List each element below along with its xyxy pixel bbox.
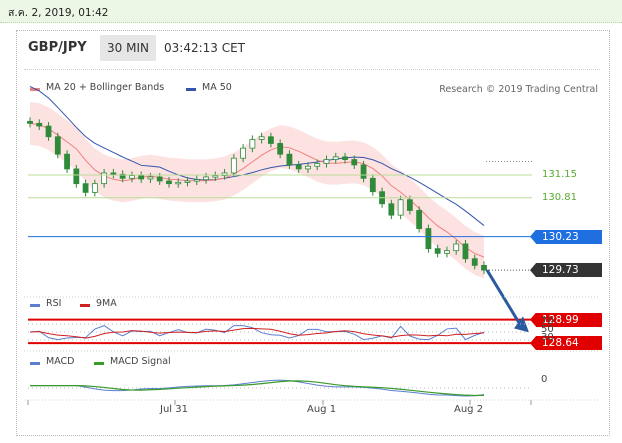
candle-body	[129, 175, 135, 179]
ma20-swatch	[30, 88, 40, 91]
level-label-resistance: 130.81	[542, 191, 577, 203]
rsi-9ma-line	[29, 327, 485, 339]
candle-body	[240, 147, 247, 159]
macd-signal-line	[30, 380, 485, 397]
symbol-label: GBP/JPY	[28, 40, 87, 55]
candle-body	[82, 183, 89, 193]
x-tick-aug1: Aug 1	[307, 404, 337, 415]
candle-body	[388, 203, 395, 216]
rsi-swatch	[30, 304, 40, 307]
macd-legend: MACD	[46, 356, 75, 367]
credit-label: Research © 2019 Trading Central	[439, 84, 598, 95]
candle-body	[110, 172, 117, 175]
forecast-arrow-icon	[514, 316, 529, 333]
rsi-legend: RSI	[46, 298, 62, 309]
level-badge-support: 128.64	[536, 336, 602, 351]
candle-body	[360, 164, 367, 179]
macd-swatch	[30, 362, 40, 365]
x-tick-aug2: Aug 2	[454, 404, 484, 415]
candle-body	[305, 165, 311, 170]
candle-body	[193, 179, 200, 182]
candle-body	[138, 175, 145, 180]
candle-body	[471, 258, 478, 266]
rsi-levels	[28, 323, 532, 341]
candle-body	[156, 176, 163, 182]
candle-body	[323, 159, 330, 164]
macd-zero-label: 0	[541, 374, 548, 385]
candle-body	[27, 120, 33, 124]
candle-body	[212, 175, 219, 178]
candle-body	[369, 177, 376, 193]
candle-body	[286, 153, 293, 166]
candle-body	[73, 168, 80, 185]
candle-body	[462, 243, 469, 260]
macd-signal-swatch	[94, 362, 104, 365]
candle-body	[453, 243, 460, 252]
candle-body	[258, 136, 265, 140]
ma50-swatch	[186, 88, 196, 91]
level-badge-support: 128.99	[536, 312, 602, 327]
macd-line	[30, 379, 485, 397]
candle-body	[166, 180, 172, 185]
ma50-line	[29, 86, 485, 226]
candle-body	[64, 153, 70, 170]
level-badge-pointer	[530, 263, 536, 278]
candle-body	[481, 264, 487, 271]
rsi-9ma-swatch	[80, 304, 90, 307]
header-divider	[24, 69, 600, 70]
candle-body	[45, 125, 52, 138]
timeframe-button[interactable]: 30 MIN	[100, 35, 156, 61]
candle-body	[444, 250, 450, 254]
candle-body	[147, 176, 154, 180]
level-label-resistance: 131.15	[542, 168, 577, 180]
candle-body	[101, 172, 108, 185]
chart-frame	[16, 30, 610, 436]
time-label: 03:42:13 CET	[164, 41, 245, 55]
candle-body	[267, 136, 274, 144]
rsi-70-label: 70	[541, 316, 554, 327]
candle-body	[175, 181, 182, 185]
key-levels	[28, 161, 536, 351]
rsi-50-label: 50	[541, 324, 554, 335]
level-badge-last: 129.73	[536, 263, 602, 278]
candle-body	[91, 183, 98, 193]
ma50-legend: MA 50	[202, 82, 232, 93]
date-stamp: ส.ค. 2, 2019, 01:42	[8, 7, 109, 19]
macd-signal-legend: MACD Signal	[110, 356, 171, 367]
rsi-30-label: 30	[541, 332, 554, 343]
date-bar: ส.ค. 2, 2019, 01:42	[0, 0, 622, 23]
rsi-line	[29, 325, 485, 341]
candle-body	[397, 199, 404, 216]
ma20-legend: MA 20 + Bollinger Bands	[46, 82, 165, 93]
candle-body	[184, 180, 191, 183]
candle-body	[314, 163, 321, 167]
level-badge-pointer	[530, 336, 536, 351]
candle-body	[230, 157, 237, 174]
candle-body	[36, 122, 43, 127]
candle-body	[277, 143, 284, 155]
candle-body	[416, 210, 423, 229]
rsi-9ma-legend: 9MA	[96, 298, 117, 309]
level-badge-pointer	[530, 229, 536, 244]
candle-body	[425, 228, 432, 250]
candle-body	[342, 156, 348, 160]
candle-body	[295, 164, 302, 170]
candle-body	[351, 159, 358, 166]
candle-body	[203, 176, 209, 181]
x-tick-jul31: Jul 31	[160, 404, 188, 415]
forecast-arrow-line	[485, 269, 522, 326]
candle-body	[54, 136, 61, 155]
level-badge-pointer	[530, 312, 536, 327]
candle-body	[332, 156, 339, 160]
bollinger-band	[30, 101, 484, 279]
candle-body	[434, 248, 441, 254]
candle-body	[221, 172, 228, 177]
candle-body	[119, 173, 126, 179]
candle-body	[406, 199, 413, 211]
level-badge-pivot: 130.23	[536, 229, 602, 244]
candle-body	[249, 139, 256, 149]
